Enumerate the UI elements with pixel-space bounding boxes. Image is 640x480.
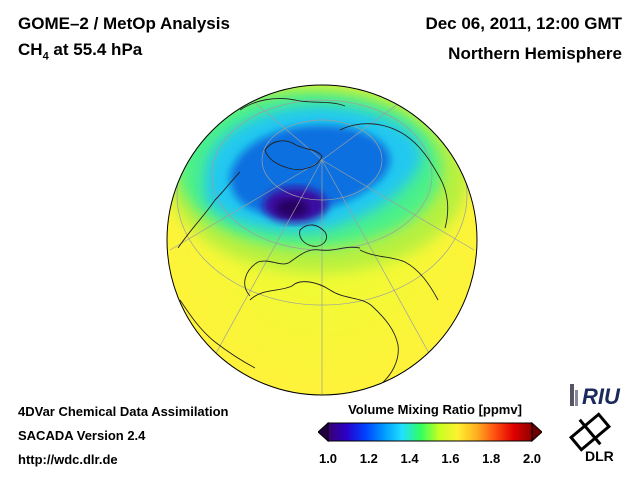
species-subscript: 4 [42,50,49,63]
dlr-logo-text: DLR [585,448,614,464]
colorbar [318,421,542,443]
coastlines [177,98,449,386]
colorbar-title: Volume Mixing Ratio [ppmv] [348,402,522,417]
colorbar-gradient [327,422,533,442]
colorbar-tick-4: 1.8 [482,451,501,466]
riu-bar-2 [575,390,578,406]
footer-version: SACADA Version 2.4 [18,428,146,443]
species-level: at 55.4 hPa [48,40,143,59]
riu-text: RIU [582,384,621,409]
species-title: CH4 at 55.4 hPa [18,40,142,62]
colorbar-min-arrow [318,421,329,443]
dlr-logo-mark [568,412,612,452]
riu-logo: RIU [570,384,621,409]
footer-method: 4DVar Chemical Data Assimilation [18,404,229,419]
colorbar-tick-2: 1.4 [400,451,419,466]
colorbar-tick-1: 1.2 [359,451,378,466]
colorbar-tick-3: 1.6 [441,451,460,466]
region-label: Northern Hemisphere [448,44,622,63]
field-polar-vortex [229,125,390,216]
colorbar-tick-5: 2.0 [522,451,542,466]
species-name: CH [18,40,43,59]
colorbar-tick-0: 1.0 [318,451,338,466]
product-title: GOME–2 / MetOp Analysis [18,14,230,33]
field-vortex-center [276,199,308,217]
riu-bar-1 [570,384,574,406]
colorbar-max-arrow [531,421,542,443]
datetime-label: Dec 06, 2011, 12:00 GMT [425,14,622,33]
globe-outline [166,84,478,396]
footer-url[interactable]: http://wdc.dlr.de [18,452,118,467]
